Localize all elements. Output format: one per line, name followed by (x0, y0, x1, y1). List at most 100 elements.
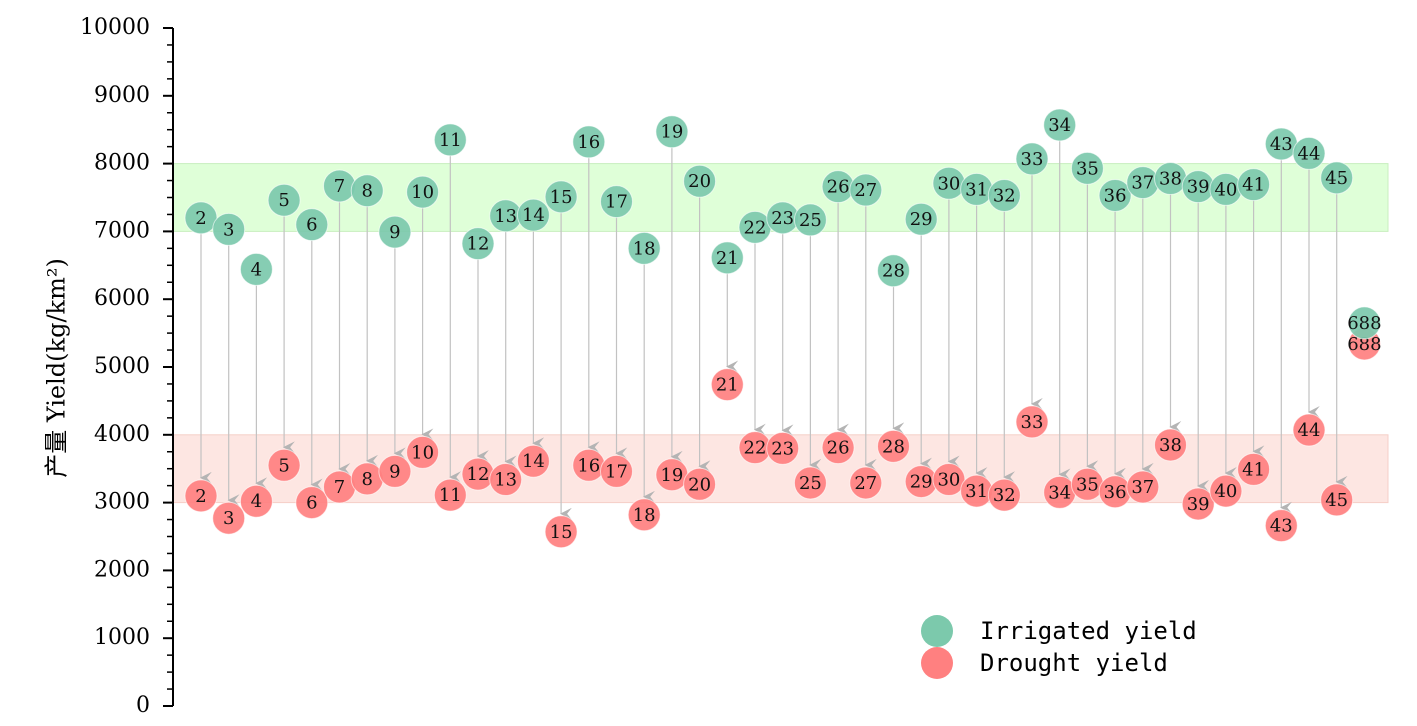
irrigated-point-label: 32 (993, 185, 1016, 206)
drought-marker (267, 448, 301, 482)
irrigated-point: 14 (516, 198, 550, 232)
irrigated-point-label: 15 (550, 187, 573, 208)
irrigated-point-label: 20 (688, 171, 711, 192)
irrigated-point-label: 34 (1048, 115, 1071, 136)
y-tick-label: 9000 (94, 83, 150, 108)
drought-point-label: 20 (688, 474, 711, 495)
drought-point: 22 (738, 431, 772, 465)
irrigated-marker (1347, 306, 1381, 340)
drought-marker (683, 467, 717, 501)
irrigated-marker (406, 175, 440, 209)
drought-point: 34 (1043, 475, 1077, 509)
drought-point-label: 8 (361, 469, 372, 490)
irrigated-point: 10 (406, 175, 440, 209)
drought-point: 25 (793, 466, 827, 500)
drought-marker (793, 466, 827, 500)
irrigated-point: 20 (683, 164, 717, 198)
drought-point: 38 (1154, 428, 1187, 462)
drought-point-label: 36 (1104, 482, 1127, 503)
irrigated-marker (461, 227, 495, 261)
irrigated-point: 30 (932, 166, 966, 200)
y-axis-label: 产量 Yield(kg/km²) (43, 258, 71, 478)
irrigated-marker (1043, 108, 1077, 142)
y-tick-label: 5000 (94, 354, 150, 379)
irrigated-marker (378, 215, 412, 249)
drought-point: 23 (766, 431, 800, 465)
irrigated-point-label: 6 (306, 215, 317, 236)
legend-marker (921, 615, 953, 647)
irrigated-marker (904, 202, 938, 236)
drought-point: 17 (600, 454, 633, 488)
drought-point-label: 9 (389, 461, 400, 482)
drought-marker (1320, 483, 1354, 517)
drought-point-label: 29 (910, 472, 933, 493)
drought-marker (710, 368, 744, 402)
drought-point-label: 688 (1347, 334, 1381, 355)
y-tick-label: 10000 (80, 15, 150, 40)
drought-point-label: 11 (439, 485, 462, 506)
legend-marker (921, 647, 953, 679)
y-tick-label: 8000 (94, 151, 150, 176)
irrigated-point-label: 44 (1298, 143, 1321, 164)
irrigated-point-label: 12 (467, 234, 490, 255)
drought-point-label: 30 (937, 470, 960, 491)
drought-point: 29 (904, 465, 938, 499)
irrigated-point-label: 39 (1187, 177, 1210, 198)
drought-point: 3 (212, 501, 246, 535)
drought-point: 40 (1209, 474, 1243, 508)
drought-point-label: 21 (716, 375, 739, 396)
irrigated-marker (433, 123, 467, 157)
irrigated-point: 28 (877, 254, 910, 288)
irrigated-point-label: 5 (278, 190, 289, 211)
irrigated-point-label: 4 (251, 259, 262, 280)
drought-point: 14 (516, 444, 550, 478)
irrigated-point: 2 (184, 201, 218, 235)
drought-marker (544, 515, 578, 549)
irrigated-point-label: 43 (1270, 134, 1293, 155)
irrigated-marker (1070, 151, 1104, 185)
irrigated-point: 19 (655, 115, 689, 149)
irrigated-point-label: 41 (1242, 175, 1265, 196)
irrigated-point: 6 (295, 208, 329, 242)
drought-marker (1181, 487, 1215, 521)
drought-point: 36 (1098, 475, 1132, 509)
irrigated-point: 44 (1292, 136, 1326, 170)
irrigated-point: 12 (461, 227, 495, 261)
drought-point-label: 3 (223, 508, 234, 529)
irrigated-point-label: 688 (1347, 313, 1381, 334)
irrigated-point: 23 (766, 201, 800, 235)
irrigated-point-label: 13 (494, 206, 517, 227)
drought-point-label: 34 (1048, 482, 1071, 503)
irrigated-point-label: 31 (965, 179, 988, 200)
irrigated-marker (239, 252, 273, 286)
irrigated-point-label: 30 (937, 173, 960, 194)
irrigated-point: 45 (1320, 161, 1354, 195)
irrigated-point: 21 (710, 241, 744, 275)
irrigated-point: 4 (239, 252, 273, 286)
irrigated-point: 15 (544, 180, 578, 214)
irrigated-marker (544, 180, 578, 214)
drought-point-label: 4 (251, 491, 262, 512)
drought-point: 43 (1264, 509, 1298, 543)
irrigated-point-label: 33 (1021, 149, 1044, 170)
drought-marker (378, 454, 412, 488)
irrigated-point-label: 9 (389, 222, 400, 243)
drought-point-label: 26 (827, 438, 850, 459)
drought-marker (516, 444, 550, 478)
irrigated-point: 8 (350, 174, 384, 208)
irrigated-point-label: 28 (882, 261, 905, 282)
change-arrows (199, 140, 1348, 520)
drought-point-label: 40 (1214, 481, 1237, 502)
irrigated-marker (1292, 136, 1326, 170)
drought-point: 11 (433, 478, 467, 512)
drought-point: 12 (461, 457, 495, 491)
irrigated-marker (849, 173, 883, 207)
drought-point-label: 5 (278, 455, 289, 476)
irrigated-point: 7 (323, 169, 356, 203)
drought-marker (600, 454, 633, 488)
drought-point-label: 16 (577, 455, 600, 476)
irrigated-marker (627, 231, 661, 265)
drought-point: 28 (877, 429, 910, 463)
